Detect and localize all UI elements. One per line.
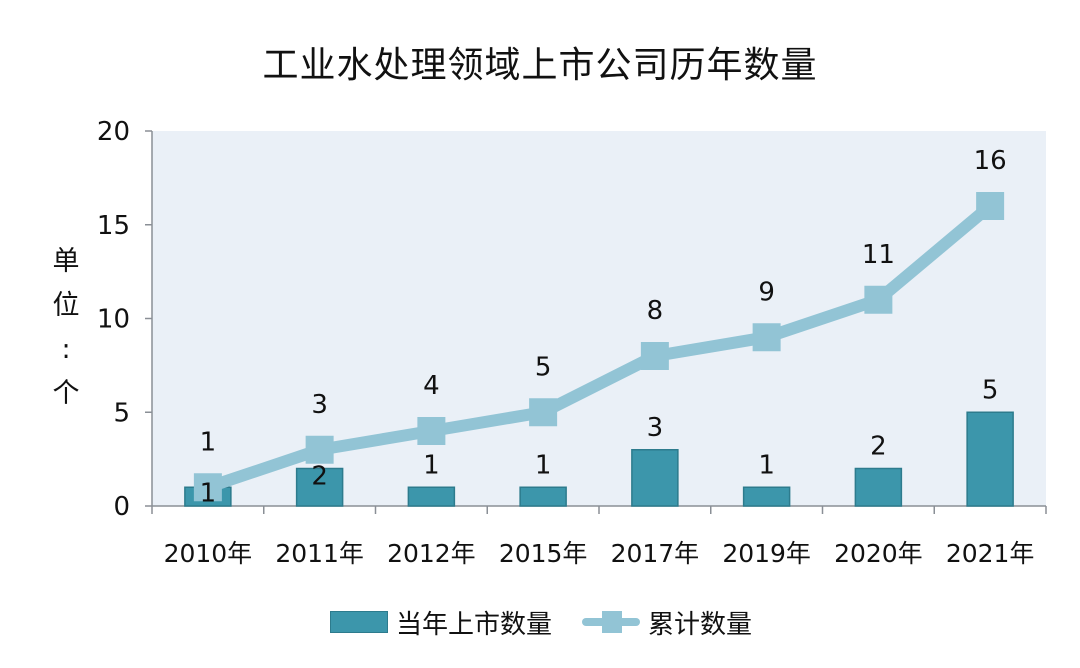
line-value-label: 5 <box>535 352 552 382</box>
line-value-label: 3 <box>311 390 328 420</box>
legend-item-line[interactable]: 累计数量 <box>582 604 752 641</box>
line-value-label: 4 <box>423 371 440 401</box>
bar <box>519 486 567 507</box>
line-marker-square-icon <box>193 473 222 502</box>
legend-line-swatch-icon <box>582 608 641 636</box>
bar <box>966 411 1014 507</box>
line-value-label: 11 <box>862 240 895 270</box>
bar-value-label: 1 <box>423 450 440 480</box>
bar-value-label: 1 <box>758 450 775 480</box>
line-marker-square-icon <box>640 342 669 370</box>
x-tick-label: 2010年 <box>164 539 253 568</box>
x-tick-label: 2015年 <box>499 539 588 568</box>
line-marker-square-icon <box>305 435 334 464</box>
bar-value-label: 1 <box>200 478 217 508</box>
legend-item-bar[interactable]: 当年上市数量 <box>330 604 552 641</box>
y-axis-label-char: 单 <box>52 246 80 277</box>
y-tick-label: 0 <box>113 492 130 522</box>
x-tick-label: 2012年 <box>387 539 476 568</box>
legend-line-label: 累计数量 <box>648 609 753 640</box>
x-tick-label: 2020年 <box>834 539 923 568</box>
line-series <box>205 201 994 493</box>
bar <box>407 486 456 507</box>
legend-bar-swatch-icon <box>330 611 388 633</box>
line-value-label: 8 <box>647 296 664 326</box>
bar-value-label: 2 <box>311 462 328 492</box>
bar-value-label: 3 <box>647 413 664 443</box>
y-axis-label: 单 位 : 个 <box>48 240 84 416</box>
legend: 当年上市数量 累计数量 <box>330 602 782 642</box>
bar-value-label: 1 <box>535 450 552 480</box>
line-marker-square-icon <box>976 192 1005 220</box>
x-tick-label: 2011年 <box>275 539 364 568</box>
x-tick-label: 2017年 <box>611 539 700 568</box>
line-marker-square-icon <box>529 398 558 427</box>
x-tick-label: 2019年 <box>722 539 811 568</box>
bar-value-label: 2 <box>870 432 887 462</box>
line-marker-square-icon <box>864 285 893 314</box>
bar <box>295 467 344 507</box>
chart-title: 工业水处理领域上市公司历年数量 <box>262 45 818 86</box>
bar <box>854 467 903 507</box>
y-axis-label-char: : <box>61 334 71 365</box>
line-value-label: 1 <box>200 427 217 457</box>
bar <box>742 486 791 507</box>
bar <box>631 449 679 507</box>
y-axis-label-char: 个 <box>52 378 80 409</box>
line-value-label: 16 <box>974 146 1007 176</box>
y-tick-label: 20 <box>97 117 130 147</box>
line-value-label: 9 <box>758 277 775 307</box>
y-tick-label: 10 <box>97 305 130 335</box>
legend-bar-label: 当年上市数量 <box>396 609 553 640</box>
y-axis-label-char: 位 <box>52 290 80 321</box>
line-marker-square-icon <box>752 323 781 352</box>
y-tick-label: 15 <box>97 211 130 241</box>
bar-value-label: 5 <box>982 375 999 405</box>
plot-area <box>152 131 1046 506</box>
line-marker-square-icon <box>417 417 446 445</box>
y-tick-label: 5 <box>113 398 130 428</box>
x-tick-label: 2021年 <box>946 539 1035 568</box>
